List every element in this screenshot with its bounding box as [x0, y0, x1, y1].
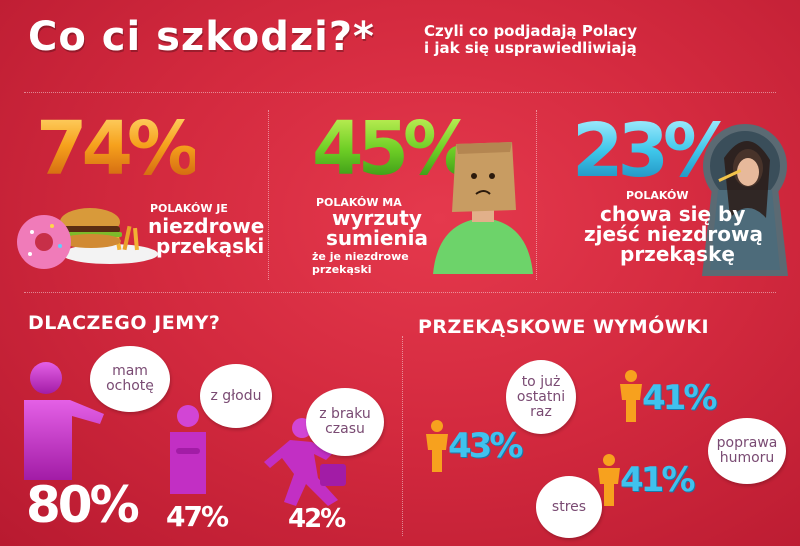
stat-74-value: 74%	[36, 106, 201, 192]
stat-45-value: 45%	[312, 106, 477, 192]
why-3-pct: 42%	[288, 504, 346, 534]
orange-person-icon-1	[426, 420, 448, 472]
stat-23-line1: chowa się by	[600, 202, 746, 226]
excuse-3-pct: 41%	[620, 460, 695, 500]
page-title: Co ci szkodzi?*	[28, 14, 375, 60]
excuses-heading: PRZEKĄSKOWE WYMÓWKI	[418, 316, 710, 338]
stat-45-line3: że je niezdrowe	[312, 250, 409, 263]
why-2-pct: 47%	[166, 500, 229, 533]
why-bubble-3: z braku czasu	[306, 388, 384, 456]
stat-23-line2: zjeść niezdrową	[584, 222, 763, 246]
why-1-line1: mam	[112, 363, 148, 379]
purple-person-hungry-icon	[170, 405, 206, 494]
stat-45-line1: wyrzuty	[332, 206, 422, 230]
why-1-line2: ochotę	[106, 378, 154, 394]
keyhole-woman-illustration	[702, 124, 788, 276]
excuse-1-pct: 43%	[448, 426, 523, 466]
divider-3	[402, 336, 403, 536]
purple-person-running-icon	[264, 418, 346, 506]
why-heading: DLACZEGO JEMY?	[28, 312, 221, 334]
stat-74-line2: przekąski	[156, 234, 265, 258]
top-divider	[24, 92, 776, 93]
stat-74-line1: niezdrowe	[148, 214, 265, 238]
why-3-line1: z braku	[319, 406, 371, 422]
stat-23-small: POLAKÓW	[626, 189, 689, 202]
excuse-1-line3: raz	[530, 403, 552, 420]
why-bubble-1: mam ochotę	[90, 346, 170, 412]
orange-person-icon-3	[598, 454, 620, 506]
why-2-line1: z głodu	[210, 387, 262, 404]
stat-45-line4: przekąski	[312, 263, 372, 276]
orange-person-icon-2	[620, 370, 642, 422]
excuse-3-line1: stres	[551, 498, 587, 515]
excuse-2-line1: poprawa	[716, 435, 778, 451]
why-3-line2: czasu	[325, 421, 365, 437]
stat-45-small: POLAKÓW MA	[316, 196, 402, 209]
bag-head-person-illustration	[433, 142, 533, 274]
why-bubble-2: z głodu	[200, 364, 272, 428]
subtitle-line-1: Czyli co podjadają Polacy	[424, 22, 638, 40]
divider-1	[268, 110, 269, 280]
excuse-bubble-3: stres	[536, 476, 602, 538]
purple-person-pointing-icon	[24, 362, 104, 480]
why-1-pct: 80%	[26, 476, 140, 534]
middle-divider	[24, 292, 776, 293]
stat-74-small: POLAKÓW JE	[150, 202, 228, 215]
page-subtitle: Czyli co podjadają Polacy i jak się uspr…	[424, 23, 637, 57]
excuse-1-line2: ostatni	[516, 388, 566, 405]
stat-45-line2: sumienia	[326, 226, 428, 250]
excuse-bubble-1: to już ostatni raz	[506, 360, 576, 434]
excuse-bubble-2: poprawa humoru	[708, 418, 786, 484]
excuse-2-pct: 41%	[642, 378, 717, 418]
excuse-1-line1: to już	[521, 373, 561, 390]
divider-2	[536, 110, 537, 280]
excuse-2-line2: humoru	[719, 450, 775, 466]
stat-23-line3: przekąskę	[620, 242, 735, 266]
subtitle-line-2: i jak się usprawiedliwiają	[424, 39, 637, 57]
donut-burger-illustration	[17, 208, 158, 269]
